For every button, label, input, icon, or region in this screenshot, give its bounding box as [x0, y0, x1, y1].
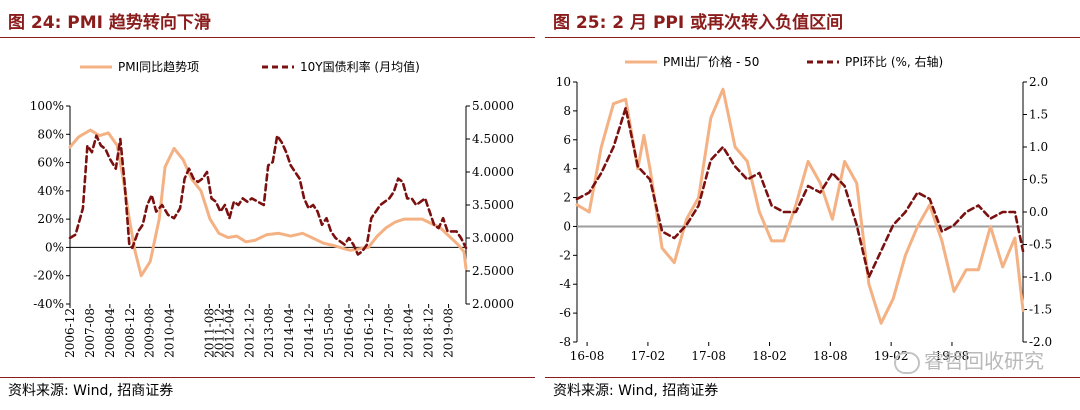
series-line-primary — [68, 128, 468, 278]
left-tick-label: 0% — [45, 240, 64, 254]
x-tick-label: 2007-08 — [83, 308, 97, 358]
left-tick-label: -4 — [559, 277, 571, 291]
right-chart-title: 图 25: 2 月 PPI 或再次转入负值区间 — [553, 13, 844, 33]
left-tick-label: 60% — [37, 156, 64, 170]
right-source-rule — [545, 377, 1080, 378]
x-tick-label: 2014-04 — [282, 308, 296, 358]
left-tick-label: 2 — [563, 191, 571, 205]
x-tick-label: 2016-04 — [342, 308, 356, 358]
left-tick-label: 40% — [37, 184, 64, 198]
left-chart-source: 资料来源: Wind, 招商证券 — [8, 383, 174, 399]
wechat-icon — [894, 351, 920, 374]
x-tick-label: 17-08 — [691, 349, 726, 363]
right-title-rule — [545, 37, 1080, 38]
x-tick-label: 2011-12 — [212, 308, 226, 358]
right-tick-label: -1.0 — [1029, 270, 1052, 284]
x-tick-label: 2009-08 — [143, 308, 157, 358]
left-tick-label: 20% — [37, 212, 64, 226]
left-tick-label: -2 — [559, 248, 571, 262]
left-tick-label: -40% — [33, 297, 64, 311]
right-chart-source: 资料来源: Wind, 招商证券 — [553, 383, 719, 399]
series-line-secondary — [68, 134, 468, 256]
left-tick-label: -6 — [559, 306, 571, 320]
right-tick-label: -2.0 — [1029, 335, 1052, 349]
left-source-rule — [0, 377, 535, 378]
legend-label: PMI出厂价格 - 50 — [663, 54, 759, 69]
x-tick-label: 2016-12 — [362, 308, 376, 358]
left-tick-label: 8 — [563, 104, 571, 118]
left-tick-label: -8 — [559, 335, 571, 349]
left-tick-label: 100% — [30, 99, 64, 113]
right-tick-label: 5.0000 — [472, 99, 514, 113]
x-tick-label: 2008-04 — [103, 308, 117, 358]
x-tick-label: 2018-04 — [402, 308, 416, 358]
x-tick-label: 2013-08 — [262, 308, 276, 358]
left-title-rule — [0, 37, 535, 38]
series-line-primary — [575, 87, 1025, 325]
right-tick-label: 0.5 — [1029, 173, 1048, 187]
left-chart-title: 图 24: PMI 趋势转向下滑 — [8, 13, 211, 33]
x-tick-label: 18-02 — [752, 349, 787, 363]
right-tick-label: 3.0000 — [472, 231, 514, 245]
x-tick-label: 2019-08 — [442, 308, 456, 358]
legend-label: PPI环比 (%, 右轴) — [845, 54, 943, 69]
x-tick-label: 16-08 — [570, 349, 605, 363]
left-tick-label: 0 — [563, 219, 571, 233]
x-tick-label: 2008-12 — [123, 308, 137, 358]
x-tick-label: 18-08 — [813, 349, 848, 363]
left-chart-panel: 图 24: PMI 趋势转向下滑 100% 80% 60% 40% 20% 0% -20% -… — [0, 0, 535, 410]
legend-label: 10Y国债利率 (月均值) — [300, 59, 420, 74]
left-tick-label: 6 — [563, 133, 571, 147]
x-tick-label: 2006-12 — [63, 308, 77, 358]
x-tick-label: 2012-12 — [242, 308, 256, 358]
left-tick-label: 4 — [563, 162, 571, 176]
right-tick-label: 1.0 — [1029, 140, 1048, 154]
right-chart-svg: 10 8 6 4 2 0 -2 -4 -6 -8 2.0 1.5 1.0 0.5 0.0 -0.5 -1.0 -1… — [556, 54, 1052, 363]
right-tick-label: 2.0000 — [472, 297, 514, 311]
right-tick-label: -1.5 — [1029, 303, 1052, 317]
legend-label: PMI同比趋势项 — [118, 60, 199, 74]
x-tick-label: 2012-04 — [222, 308, 236, 358]
right-tick-label: 2.5000 — [472, 264, 514, 278]
x-tick-label: 2014-12 — [302, 308, 316, 358]
series-line-secondary — [575, 106, 1025, 279]
right-tick-label: 4.5000 — [472, 132, 514, 146]
watermark: 睿哲回收研究 — [894, 345, 1044, 374]
right-tick-label: -0.5 — [1029, 238, 1052, 252]
right-tick-label: 4.0000 — [472, 165, 514, 179]
right-tick-label: 1.5 — [1029, 108, 1048, 122]
x-tick-label: 2017-08 — [382, 308, 396, 358]
x-tick-label: 2010-04 — [163, 308, 177, 358]
left-chart-svg: 100% 80% 60% 40% 20% 0% -20% -40% 5.0000 4.5000 4.… — [30, 59, 514, 358]
right-tick-label: 0.0 — [1029, 205, 1048, 219]
x-tick-label: 19-08 — [935, 349, 970, 363]
left-tick-label: 10 — [556, 75, 571, 89]
left-tick-label: 80% — [37, 127, 64, 141]
x-tick-label: 2015-08 — [322, 308, 336, 358]
right-tick-label: 3.5000 — [472, 198, 514, 212]
watermark-text: 睿哲回收研究 — [924, 349, 1044, 373]
x-tick-label: 2018-12 — [422, 308, 436, 358]
x-tick-label: 17-02 — [631, 349, 666, 363]
x-tick-label: 2011-08 — [202, 308, 216, 358]
right-tick-label: 2.0 — [1029, 75, 1048, 89]
left-tick-label: -20% — [33, 269, 64, 283]
